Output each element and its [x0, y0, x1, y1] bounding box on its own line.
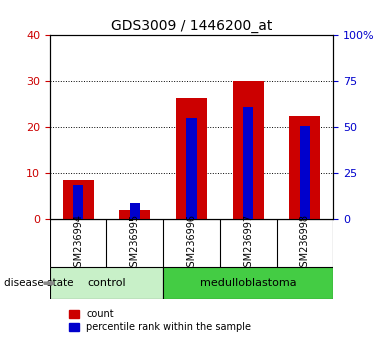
Bar — [62, 181, 94, 219]
Bar — [73, 184, 83, 219]
Text: medulloblastoma: medulloblastoma — [200, 278, 296, 288]
Text: GSM236994: GSM236994 — [73, 214, 83, 273]
Bar — [300, 126, 310, 219]
Bar — [243, 107, 253, 219]
Text: control: control — [87, 278, 126, 288]
Legend: count, percentile rank within the sample: count, percentile rank within the sample — [69, 309, 251, 332]
Bar — [176, 97, 207, 219]
Text: GSM236995: GSM236995 — [130, 214, 140, 273]
FancyBboxPatch shape — [50, 267, 163, 299]
FancyBboxPatch shape — [163, 267, 333, 299]
Text: GSM236996: GSM236996 — [187, 214, 196, 273]
Text: GSM236997: GSM236997 — [243, 214, 253, 273]
Title: GDS3009 / 1446200_at: GDS3009 / 1446200_at — [111, 19, 272, 33]
Bar — [187, 118, 196, 219]
Text: disease state: disease state — [4, 278, 73, 288]
Bar — [232, 81, 264, 219]
Bar — [119, 210, 151, 219]
Text: GSM236998: GSM236998 — [300, 214, 310, 273]
Bar — [130, 203, 140, 219]
Bar — [289, 116, 321, 219]
